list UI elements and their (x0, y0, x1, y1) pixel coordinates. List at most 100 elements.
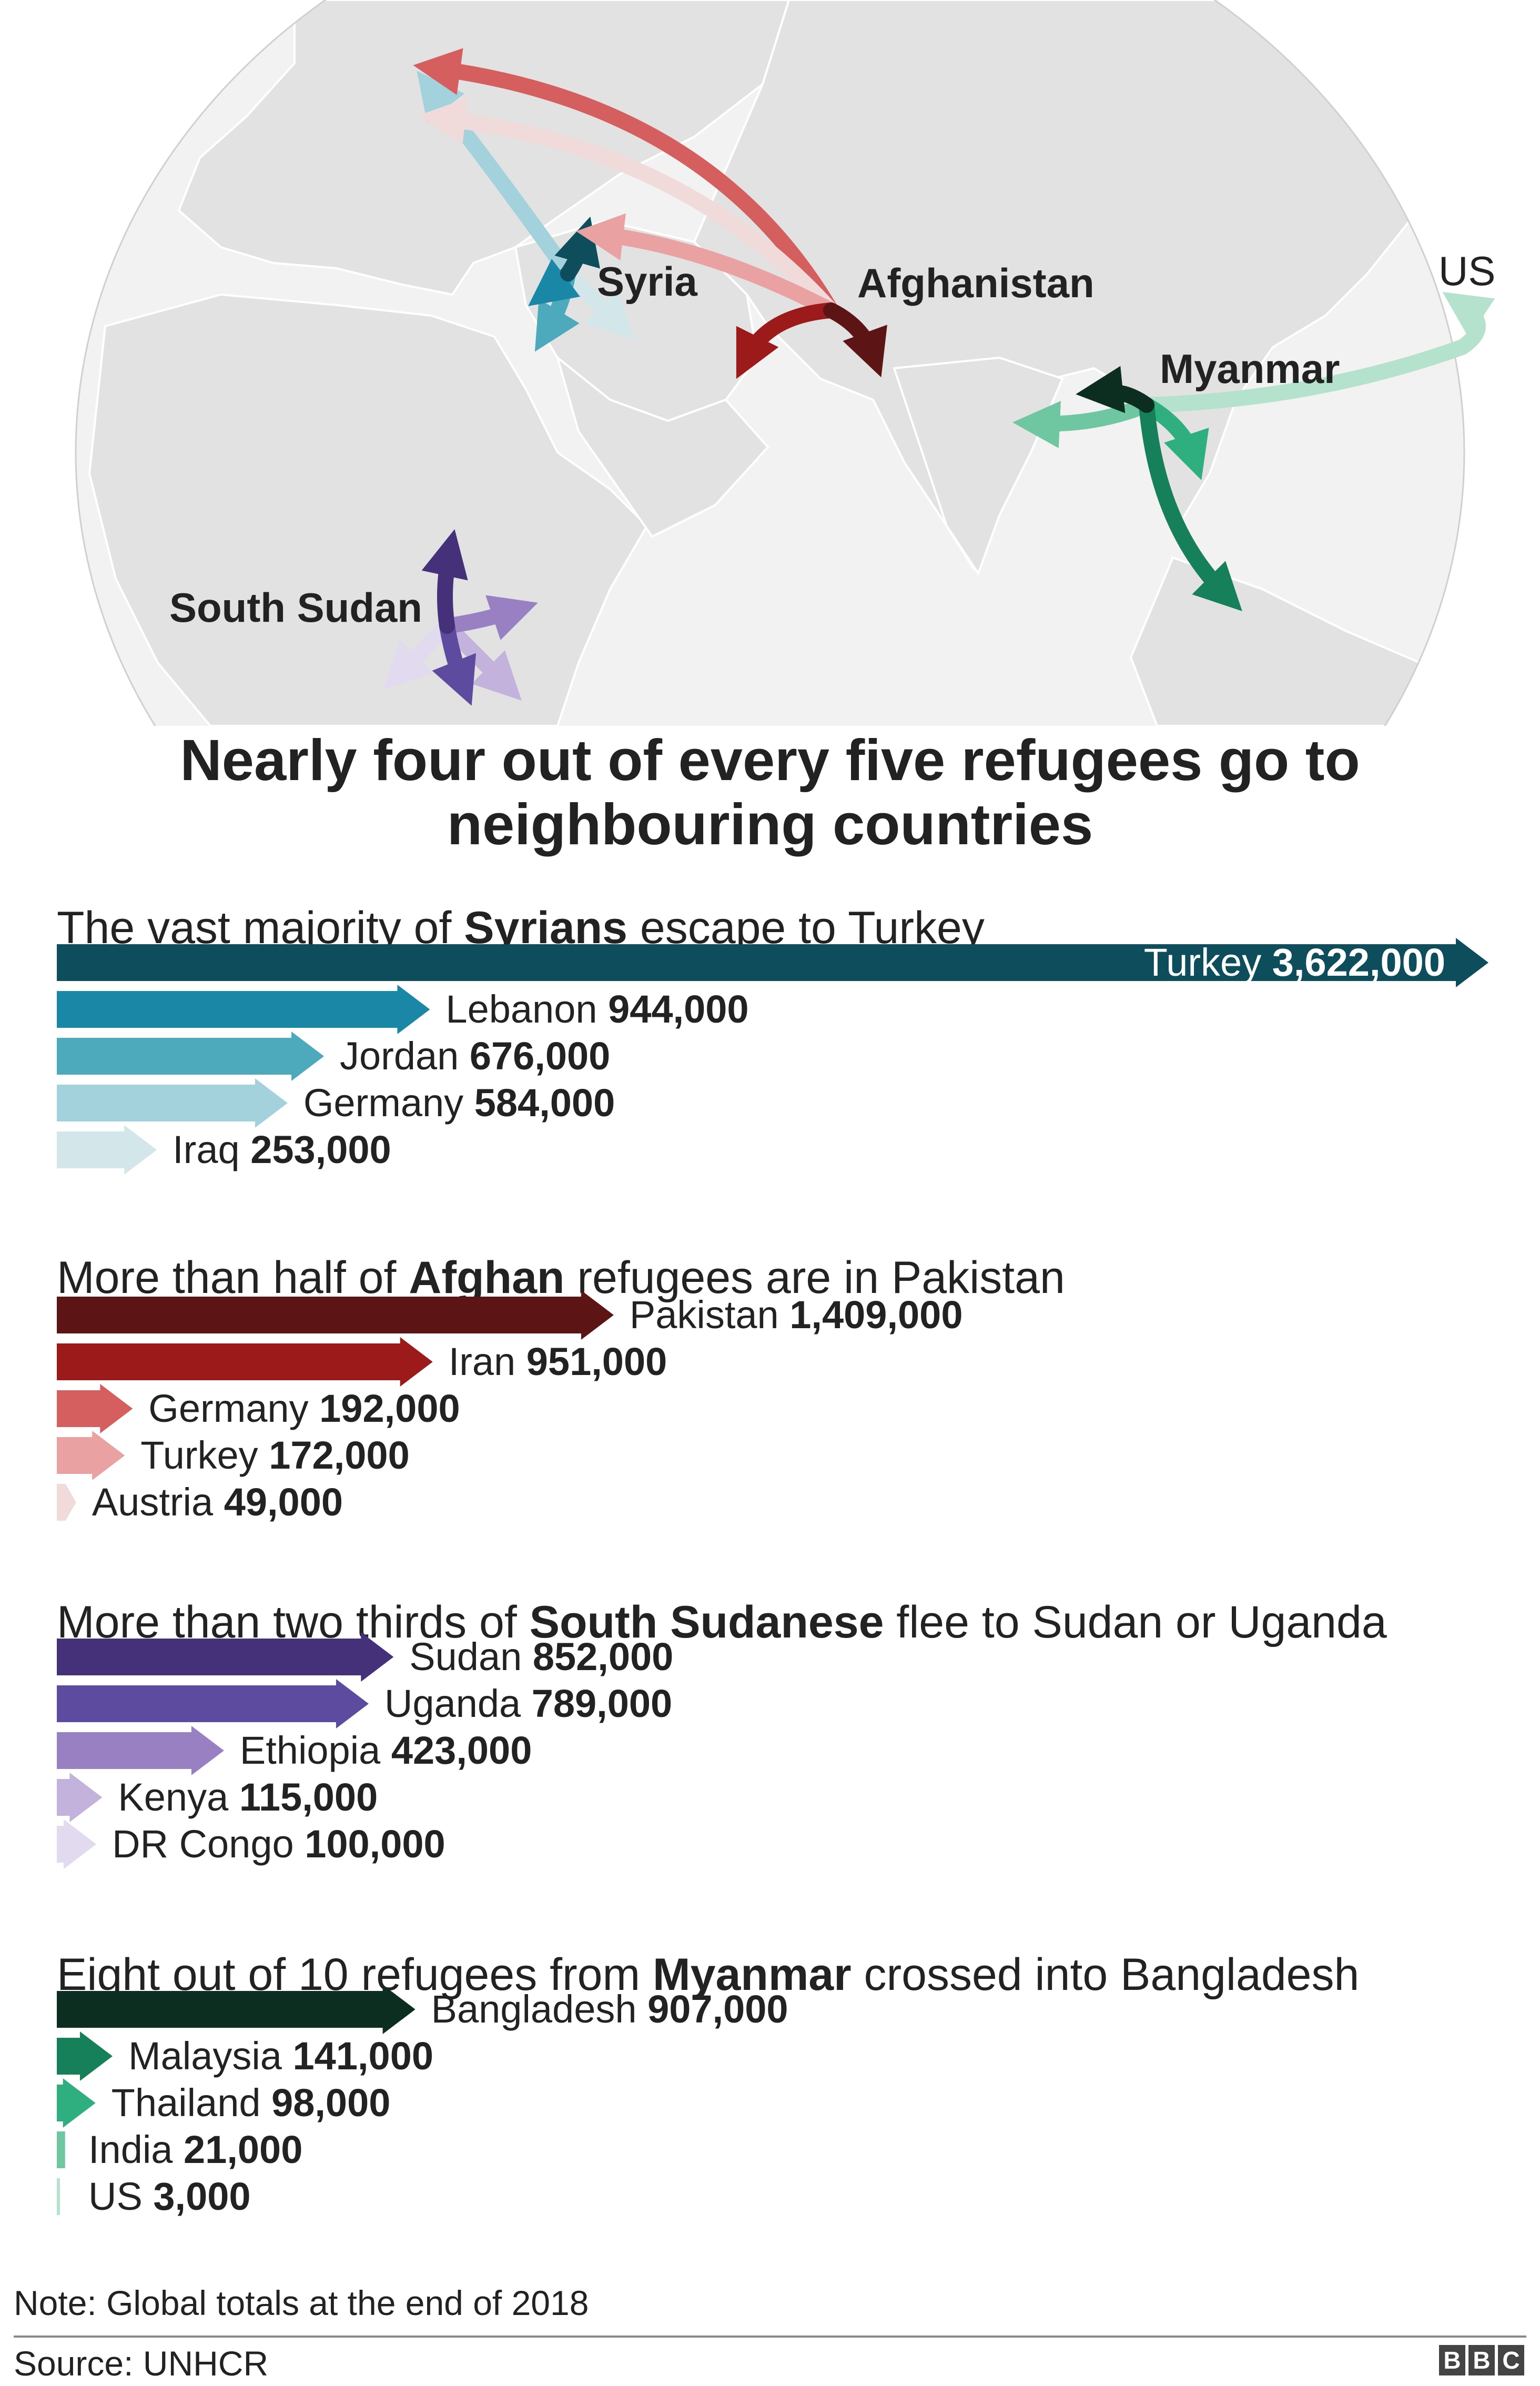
bar-jordan (57, 1032, 325, 1081)
refugee-flow-map (75, 0, 1495, 726)
bar-bangladesh (57, 1985, 416, 2034)
bar-category: India (88, 2128, 173, 2171)
footnote: Note: Global totals at the end of 2018 (14, 2283, 589, 2322)
bar-dr-congo (57, 1819, 97, 1869)
bar-category: Turkey (1143, 941, 1262, 984)
bar-value: 1,409,000 (789, 1293, 963, 1337)
bar-label: Germany 192,000 (148, 1388, 460, 1430)
bar-value: 192,000 (319, 1387, 460, 1430)
bar-label: Bangladesh 907,000 (431, 1988, 788, 2030)
bar-value: 98,000 (271, 2081, 391, 2125)
bar-category: Sudan (409, 1635, 522, 1679)
bar-label: US 3,000 (88, 2176, 251, 2218)
bar-iraq (57, 1125, 157, 1175)
bar-category: Iran (448, 1340, 516, 1383)
bar-category: Pakistan (629, 1293, 779, 1337)
flow-myanmar-malaysia (1139, 397, 1242, 611)
bar-label: DR Congo 100,000 (112, 1823, 445, 1865)
flow-afghanistan-pakistan (823, 302, 887, 378)
bar-category: Malaysia (128, 2034, 282, 2078)
bar-value: 852,000 (532, 1635, 674, 1679)
bar-value: 100,000 (305, 1822, 445, 1866)
bar-label: Jordan 676,000 (340, 1035, 610, 1077)
bar-value: 907,000 (647, 1987, 788, 2031)
bar-category: Bangladesh (431, 1987, 637, 2031)
bar-chart (57, 1632, 394, 1869)
bar-label: Uganda 789,000 (384, 1683, 672, 1725)
bar-sudan (57, 1632, 394, 1682)
bar-category: Germany (148, 1387, 309, 1430)
bar-value: 423,000 (391, 1728, 532, 1772)
bar-value: 253,000 (250, 1128, 391, 1171)
footer-divider (14, 2336, 1526, 2338)
bar-chart (57, 1290, 614, 1521)
flow-myanmar-india (1012, 397, 1154, 448)
flow-myanmar-bangladesh (1076, 366, 1154, 413)
bar-category: DR Congo (112, 1822, 294, 1866)
bar-category: Thailand (111, 2081, 261, 2125)
section-title-emphasis: Afghan (409, 1252, 565, 1303)
map-label-us: US (1438, 248, 1496, 294)
flow-afghanistan-austria (418, 97, 839, 318)
bar-label: Sudan 852,000 (409, 1636, 673, 1678)
logo-letter: B (1468, 2345, 1495, 2375)
flow-myanmar-us (1139, 292, 1495, 413)
bar-label: Kenya 115,000 (118, 1776, 378, 1818)
bar-value: 115,000 (239, 1775, 378, 1819)
bar-turkey (57, 1431, 125, 1480)
flow-south-sudan-sudan (421, 529, 468, 634)
bar-ethiopia (57, 1726, 224, 1775)
bar-chart (57, 938, 1488, 1175)
bar-value: 951,000 (526, 1340, 667, 1383)
flow-afghanistan-turkey (576, 213, 839, 318)
section-title-text: flee to Sudan or Uganda (884, 1597, 1387, 1647)
bar-austria (57, 1484, 76, 1521)
bar-label: Pakistan 1,409,000 (630, 1294, 963, 1336)
bbc-logo: B B C (1439, 2345, 1524, 2375)
bar-category: Austria (92, 1480, 214, 1524)
bar-label: Austria 49,000 (92, 1481, 343, 1523)
section-title-text: crossed into Bangladesh (851, 1949, 1360, 2000)
bar-category: Iraq (173, 1128, 240, 1171)
map-label-south-sudan: South Sudan (169, 584, 422, 631)
bar-value: 3,000 (153, 2175, 251, 2218)
bar-kenya (57, 1773, 103, 1822)
bar-label: Iran 951,000 (449, 1341, 667, 1383)
bar-category: US (88, 2175, 143, 2218)
bar-category: Kenya (118, 1775, 229, 1819)
bar-india (57, 2131, 65, 2168)
bar-value: 3,622,000 (1272, 941, 1445, 984)
bar-us (57, 2178, 60, 2215)
bar-germany (57, 1078, 288, 1128)
bar-value: 141,000 (292, 2034, 434, 2078)
map-label-myanmar: Myanmar (1160, 346, 1340, 392)
bar-value: 21,000 (184, 2128, 303, 2171)
bar-malaysia (57, 2031, 113, 2081)
bar-label: Turkey 172,000 (140, 1434, 409, 1477)
bar-label: Malaysia 141,000 (128, 2035, 433, 2077)
bar-germany (57, 1384, 133, 1433)
logo-letter: C (1498, 2345, 1524, 2375)
land-arabia (555, 355, 769, 538)
map-label-afghanistan: Afghanistan (857, 260, 1095, 306)
bar-label: Germany 584,000 (303, 1082, 615, 1124)
bar-turkey (57, 938, 1488, 987)
logo-letter: B (1439, 2345, 1465, 2375)
bar-label: Ethiopia 423,000 (240, 1730, 532, 1772)
bar-label: Thailand 98,000 (112, 2082, 391, 2124)
bar-category: Turkey (140, 1433, 258, 1477)
bar-iran (57, 1337, 433, 1387)
bar-lebanon (57, 985, 430, 1034)
source-credit: Source: UNHCR (14, 2344, 269, 2383)
bar-thailand (57, 2078, 96, 2128)
flow-south-sudan-ethiopia (439, 595, 538, 640)
map-label-syria: Syria (597, 258, 697, 305)
bar-category: Ethiopia (239, 1728, 381, 1772)
bar-value: 49,000 (224, 1480, 343, 1524)
bar-category: Lebanon (445, 987, 597, 1031)
flow-afghanistan-iran (736, 302, 839, 379)
bar-value: 584,000 (474, 1081, 615, 1125)
bar-value: 944,000 (608, 987, 749, 1031)
bar-label: India 21,000 (88, 2129, 302, 2171)
bar-pakistan (57, 1290, 614, 1340)
